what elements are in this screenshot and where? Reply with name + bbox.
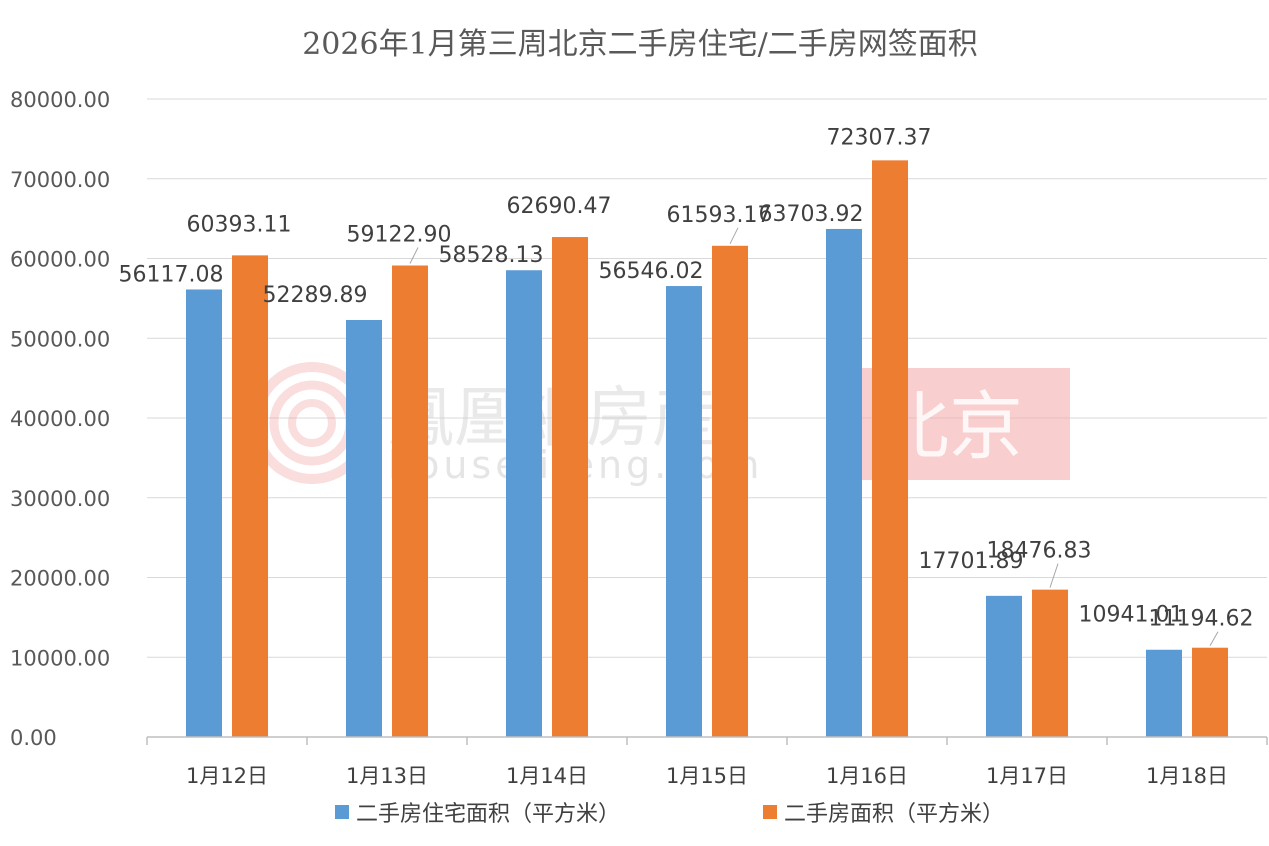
bar-total[interactable] bbox=[872, 160, 908, 737]
data-label: 58528.13 bbox=[439, 243, 544, 268]
bar-residential[interactable] bbox=[186, 289, 222, 737]
y-tick-label: 40000.00 bbox=[10, 407, 110, 431]
legend-item-total[interactable]: 二手房面积（平方米） bbox=[763, 802, 1004, 827]
legend-label-residential: 二手房住宅面积（平方米） bbox=[356, 802, 620, 827]
bar-residential[interactable] bbox=[346, 319, 382, 737]
y-tick-label: 30000.00 bbox=[10, 487, 110, 511]
legend-swatch-total bbox=[763, 805, 777, 819]
legend-item-residential[interactable]: 二手房住宅面积（平方米） bbox=[335, 802, 620, 827]
bar-total[interactable] bbox=[552, 237, 588, 737]
gridlines bbox=[147, 98, 1267, 658]
bar-residential[interactable] bbox=[986, 595, 1022, 737]
x-category-label: 1月16日 bbox=[826, 764, 908, 788]
legend-label-total: 二手房面积（平方米） bbox=[784, 802, 1004, 827]
bar-residential[interactable] bbox=[826, 228, 862, 737]
bar-total[interactable] bbox=[232, 255, 268, 738]
y-tick-label: 70000.00 bbox=[10, 168, 110, 192]
label-leader-line bbox=[729, 227, 739, 245]
data-label: 62690.47 bbox=[507, 194, 612, 219]
x-category-label: 1月12日 bbox=[186, 764, 268, 788]
data-label: 11194.62 bbox=[1149, 607, 1254, 632]
bar-residential[interactable] bbox=[1146, 649, 1182, 737]
bar-total[interactable] bbox=[1192, 647, 1228, 737]
x-category-label: 1月14日 bbox=[506, 764, 588, 788]
data-label: 59122.90 bbox=[347, 222, 452, 247]
y-tick-label: 0.00 bbox=[10, 726, 57, 750]
legend: 二手房住宅面积（平方米） 二手房面积（平方米） bbox=[335, 802, 1004, 827]
y-tick-label: 10000.00 bbox=[10, 646, 110, 670]
data-label: 10941.01 bbox=[1079, 603, 1184, 628]
data-label: 61593.17 bbox=[667, 203, 772, 228]
x-axis-ticks bbox=[146, 737, 1268, 745]
y-axis-ticks: 0.00 10000.00 20000.00 30000.00 40000.00 5000… bbox=[10, 88, 110, 750]
x-category-label: 1月13日 bbox=[346, 764, 428, 788]
y-tick-label: 80000.00 bbox=[10, 88, 110, 112]
data-label: 56546.02 bbox=[599, 259, 704, 284]
bar-residential[interactable] bbox=[666, 286, 702, 737]
watermark-city-box bbox=[828, 368, 1070, 480]
x-category-label: 1月17日 bbox=[986, 764, 1068, 788]
bar-total[interactable] bbox=[712, 245, 748, 737]
data-label: 63703.92 bbox=[759, 202, 864, 227]
x-category-label: 1月18日 bbox=[1146, 764, 1228, 788]
data-label: 52289.89 bbox=[263, 283, 368, 308]
chart-title: 2026年1月第三周北京二手房住宅/二手房网签面积 bbox=[302, 27, 978, 62]
data-label: 60393.11 bbox=[187, 212, 292, 237]
label-leader-line bbox=[1209, 631, 1219, 646]
label-leader-line bbox=[1049, 563, 1059, 588]
x-category-label: 1月15日 bbox=[666, 764, 748, 788]
data-labels: 56117.08 60393.11 52289.89 59122.9058528.13… bbox=[119, 125, 1254, 631]
data-label: 17701.89 bbox=[919, 549, 1024, 574]
y-tick-label: 20000.00 bbox=[10, 567, 110, 591]
label-leaders bbox=[409, 227, 1219, 646]
y-tick-label: 60000.00 bbox=[10, 248, 110, 272]
data-label: 18476.83 bbox=[987, 539, 1092, 564]
data-label: 56117.08 bbox=[119, 262, 224, 287]
bars bbox=[186, 160, 1228, 738]
bar-residential[interactable] bbox=[506, 270, 542, 737]
data-label: 72307.37 bbox=[827, 125, 932, 150]
legend-swatch-residential bbox=[335, 805, 349, 819]
bar-total[interactable] bbox=[392, 265, 428, 737]
y-tick-label: 50000.00 bbox=[10, 327, 110, 351]
bar-total[interactable] bbox=[1032, 589, 1068, 737]
label-leader-line bbox=[409, 247, 419, 264]
x-axis-categories: 1月12日 1月13日 1月14日 1月15日 1月16日 1月17日 1月18日 bbox=[186, 764, 1228, 788]
